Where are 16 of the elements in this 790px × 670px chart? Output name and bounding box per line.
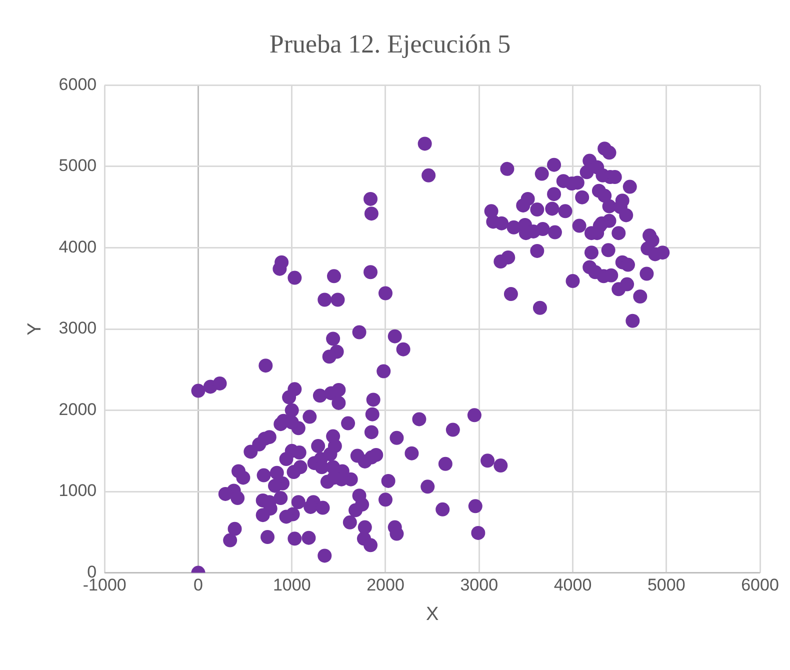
x-tick-label: 4000 bbox=[554, 576, 592, 595]
x-tick-label: 3000 bbox=[460, 576, 498, 595]
y-tick-label: 3000 bbox=[58, 318, 97, 338]
x-tick-label: 5000 bbox=[647, 576, 686, 595]
chart-title: Prueba 12. Ejecución 5 bbox=[269, 29, 511, 58]
y-tick-label: 6000 bbox=[58, 74, 97, 94]
x-tick-label: 2000 bbox=[366, 576, 404, 595]
y-tick-label: 1000 bbox=[58, 481, 97, 500]
x-tick-label: 0 bbox=[194, 576, 203, 595]
x-axis-title: X bbox=[426, 604, 439, 625]
y-axis-title: Y bbox=[24, 322, 46, 336]
x-tick-label: 1000 bbox=[272, 576, 311, 595]
y-tick-label: 4000 bbox=[58, 237, 97, 256]
y-tick-label: 2000 bbox=[58, 400, 97, 419]
y-tick-label: 5000 bbox=[58, 156, 97, 176]
x-tick-label: 6000 bbox=[741, 576, 779, 595]
